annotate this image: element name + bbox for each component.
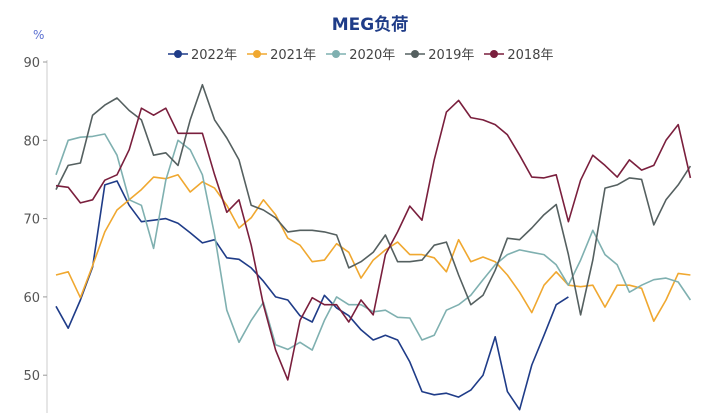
legend-marker-icon — [168, 49, 188, 58]
legend-item[interactable]: 2022年 — [168, 44, 237, 63]
legend-label: 2019年 — [428, 48, 475, 63]
legend-label: 2021年 — [270, 48, 317, 63]
legend-item[interactable]: 2018年 — [484, 44, 553, 63]
series-line-2019 — [55, 83, 692, 316]
legend-label: 2020年 — [349, 48, 396, 63]
legend-label: 2018年 — [507, 48, 554, 63]
legend-marker-icon — [247, 49, 268, 58]
y-tick-label: 60 — [23, 291, 40, 306]
series-line-2022 — [55, 180, 569, 411]
legend-item[interactable]: 2021年 — [247, 44, 316, 63]
y-tick-label: 50 — [23, 369, 40, 384]
legend-marker-icon — [484, 49, 505, 58]
y-tick-label: 90 — [23, 56, 40, 71]
series-line-2021 — [55, 174, 691, 323]
legend-item[interactable]: 2020年 — [326, 44, 395, 63]
y-axis-unit: % — [33, 28, 45, 42]
y-tick-label: 70 — [23, 213, 40, 228]
legend-marker-icon — [405, 49, 426, 58]
legend: 2022年 2021年 2020年 2019年 2018年 — [168, 44, 553, 63]
chart-title: MEG负荷 — [331, 15, 409, 35]
legend-marker-icon — [326, 49, 347, 58]
legend-item[interactable]: 2019年 — [405, 44, 474, 63]
legend-label: 2022年 — [191, 48, 238, 63]
y-tick-label: 80 — [23, 134, 40, 149]
series-line-2018 — [55, 99, 692, 381]
